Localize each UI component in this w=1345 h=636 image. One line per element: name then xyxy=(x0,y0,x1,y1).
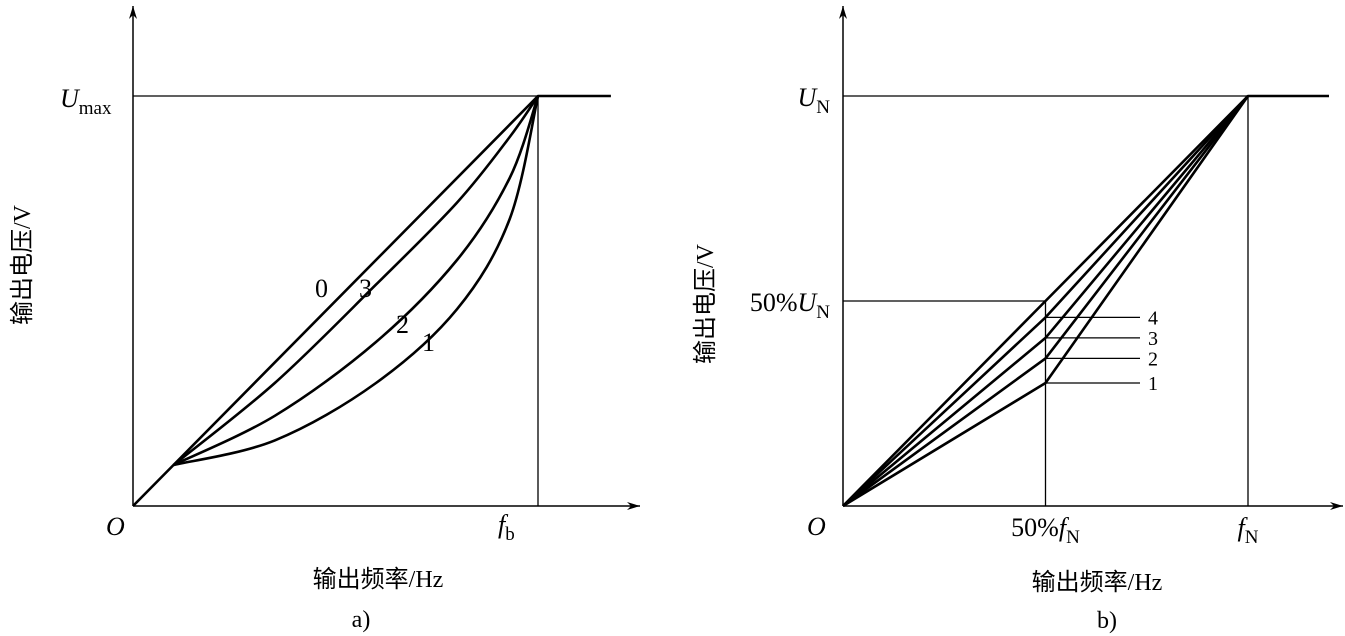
x-axis-label: 输出频率/Hz xyxy=(1032,569,1163,596)
x-tick-fb: fb xyxy=(498,510,515,545)
curve-3 xyxy=(172,95,540,467)
curve-label-3: 3 xyxy=(359,274,372,303)
line-label-2: 2 xyxy=(1148,348,1158,370)
origin-label: O xyxy=(807,512,826,541)
panel-label: b) xyxy=(1097,608,1117,634)
curve-label-2: 2 xyxy=(396,310,409,339)
x-tick-0: 50%fN xyxy=(1011,513,1080,548)
curve-2 xyxy=(172,95,540,467)
panel-label: a) xyxy=(352,607,371,633)
curve-0 xyxy=(132,94,611,507)
curve-label-0: 0 xyxy=(315,274,328,303)
line-label-3: 3 xyxy=(1148,328,1158,350)
line-0 xyxy=(842,94,1329,507)
x-tick-1: fN xyxy=(1238,513,1259,548)
y-tick-0: 50%UN xyxy=(750,288,830,323)
curve-1 xyxy=(173,95,540,467)
line-label-1: 1 xyxy=(1148,373,1158,395)
line-label-4: 4 xyxy=(1148,307,1158,329)
y-axis-label: 输出电压/V xyxy=(692,243,719,364)
curve-label-1: 1 xyxy=(422,328,435,357)
y-tick-umax: Umax xyxy=(60,84,112,119)
panel-b: 432 1 50%UN UN 50%fN fN O 输出频率/Hz b) 输出电压/V xyxy=(692,6,1343,634)
y-axis-label: 输出电压/V xyxy=(9,204,36,325)
x-axis-label: 输出频率/Hz xyxy=(313,566,444,593)
y-tick-1: UN xyxy=(797,83,830,118)
panel-a: 0 321 Umax fb O 输出频率/Hz a) 输出电压/V xyxy=(9,6,640,633)
origin-label: O xyxy=(106,512,125,541)
